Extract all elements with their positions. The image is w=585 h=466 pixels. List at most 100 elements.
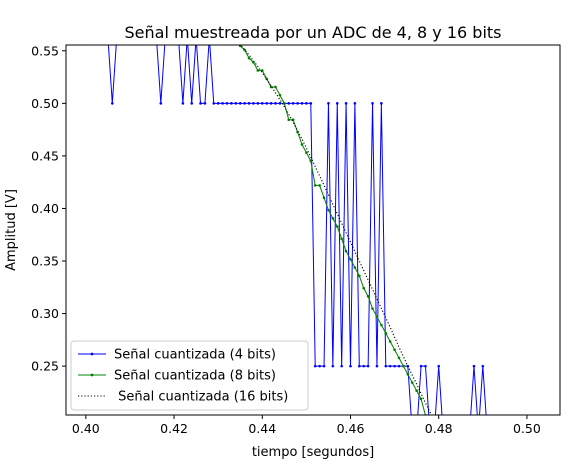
series-1-point xyxy=(181,102,185,105)
series-1-point xyxy=(353,102,357,105)
series-1-point xyxy=(322,364,326,368)
series-1-point xyxy=(313,364,317,368)
series-1-point xyxy=(340,364,343,368)
series-2-point xyxy=(274,85,277,89)
x-tick-label: 0.48 xyxy=(425,421,453,436)
series-2-point xyxy=(344,249,348,253)
series-2-point xyxy=(340,237,343,241)
y-axis: 0.25 0.30 0.35 0.40 0.45 0.50 0.55 xyxy=(31,43,66,374)
series-2-point xyxy=(362,286,366,290)
series-2-point xyxy=(283,102,286,105)
series-1-point xyxy=(111,102,114,105)
series-2-point xyxy=(384,331,388,335)
legend-label-3: Señal cuantizada (16 bits) xyxy=(114,390,288,405)
series-1-point xyxy=(384,364,388,368)
series-2-point xyxy=(366,295,370,298)
series-1-point xyxy=(309,102,313,105)
series-2-point xyxy=(318,184,321,187)
series-1-point xyxy=(437,364,441,368)
series-1-point xyxy=(256,102,260,105)
legend-marker-2 xyxy=(90,373,94,377)
y-tick-label: 0.50 xyxy=(31,96,59,111)
series-1-point xyxy=(199,102,202,105)
series-2-point xyxy=(406,373,410,376)
series-2-point xyxy=(313,184,317,187)
series-1-point xyxy=(300,102,304,105)
series-1-point xyxy=(234,102,238,105)
series-1-point xyxy=(230,102,233,105)
x-axis: 0.40 0.42 0.44 0.46 0.48 0.50 xyxy=(72,415,541,436)
series-1-point xyxy=(371,102,374,105)
series-1-point xyxy=(221,102,224,105)
y-tick-label: 0.40 xyxy=(31,201,59,216)
series-1-point xyxy=(252,102,255,105)
series-2-point xyxy=(402,364,405,368)
x-tick-label: 0.42 xyxy=(160,421,188,436)
series-1-point xyxy=(472,364,476,368)
series-1-point xyxy=(305,102,308,105)
y-tick-label: 0.35 xyxy=(31,254,59,269)
legend-marker-1 xyxy=(90,352,94,356)
legend: Señal cuantizada (4 bits) Señal cuantizad… xyxy=(70,340,309,411)
series-1-point xyxy=(335,102,339,105)
series-2-point xyxy=(247,56,251,60)
series-2-point xyxy=(375,315,379,319)
series-2-point xyxy=(322,196,326,200)
series-1-point xyxy=(362,364,366,368)
series-2-point xyxy=(238,45,242,48)
series-1-point xyxy=(265,102,268,105)
series-2-point xyxy=(287,118,291,122)
series-1-point xyxy=(344,102,348,105)
series-2-point xyxy=(380,323,383,327)
series-1-point xyxy=(247,102,251,105)
series-line-2 xyxy=(238,45,426,415)
series-1-point xyxy=(366,364,370,368)
series-2-point xyxy=(300,143,304,146)
series-1-point xyxy=(318,364,321,368)
series-1-point xyxy=(424,364,427,368)
series-1-point xyxy=(243,102,246,105)
series-1-point xyxy=(287,102,291,105)
series-1-point xyxy=(203,102,207,105)
series-2-point xyxy=(388,340,392,343)
x-tick-label: 0.46 xyxy=(337,421,365,436)
series-1-point xyxy=(159,102,163,105)
series-2-point xyxy=(331,217,335,220)
series-2-point xyxy=(256,69,260,72)
series-1-point xyxy=(212,102,216,105)
series-2-point xyxy=(410,381,414,384)
series-1-point xyxy=(269,102,273,105)
series-2-point xyxy=(305,151,308,154)
series-1-point xyxy=(278,102,282,105)
series-1-point xyxy=(481,364,485,368)
x-tick-label: 0.40 xyxy=(72,421,100,436)
legend-box xyxy=(70,340,309,411)
series-1-point xyxy=(393,364,396,368)
series-1-point xyxy=(225,102,229,105)
series-2-point xyxy=(393,348,396,352)
series-1-point xyxy=(238,102,242,105)
series-2-point xyxy=(349,258,352,261)
series-1-point xyxy=(388,364,392,368)
series-1-point xyxy=(190,102,194,105)
series-2-point xyxy=(415,389,418,393)
series-1-point xyxy=(216,102,220,105)
series-1-point xyxy=(274,102,277,105)
series-line-3 xyxy=(239,45,433,415)
series-2-point xyxy=(335,225,339,228)
series-2-point xyxy=(419,397,423,401)
series-1-point xyxy=(296,102,299,105)
y-tick-label: 0.55 xyxy=(31,43,59,58)
series-2-point xyxy=(309,159,313,163)
x-tick-label: 0.50 xyxy=(513,421,541,436)
series-1-point xyxy=(260,102,264,105)
y-tick-label: 0.45 xyxy=(31,148,59,163)
series-2-point xyxy=(358,274,361,278)
series-2-point xyxy=(278,93,282,97)
legend-label-2: Señal cuantizada (8 bits) xyxy=(114,369,276,384)
series-1-point xyxy=(349,364,352,368)
x-axis-label: tiempo [segundos] xyxy=(252,445,374,460)
series-1-point xyxy=(291,102,295,105)
series-1-point xyxy=(331,364,335,368)
